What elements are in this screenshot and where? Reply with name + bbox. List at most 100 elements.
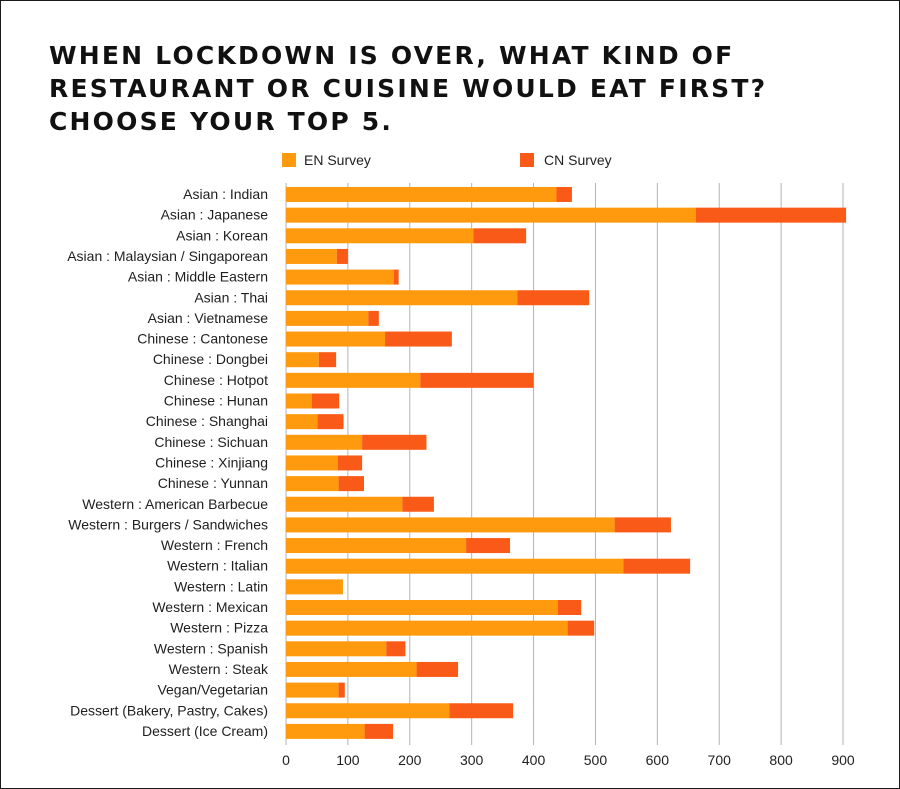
bar-cn-survey-dessert-bakery-pastry-cakes xyxy=(449,703,514,719)
bar-cn-survey-western-mexican xyxy=(557,600,582,615)
bar-cn-survey-chinese-cantonese xyxy=(385,331,452,347)
bar-en-survey-asian-korean xyxy=(286,228,474,244)
category-label-asian-vietnamese: Asian : Vietnamese xyxy=(148,310,269,326)
category-label-western-latin: Western : Latin xyxy=(174,578,268,594)
bar-cn-survey-asian-korean xyxy=(473,228,527,244)
category-label-chinese-shanghai: Chinese : Shanghai xyxy=(146,413,268,429)
bar-en-survey-western-pizza xyxy=(286,620,568,636)
bar-cn-survey-chinese-dongbei xyxy=(318,352,337,368)
legend-swatch-cn-survey xyxy=(520,153,534,167)
bar-cn-survey-chinese-hotpot xyxy=(420,372,534,388)
bar-en-survey-western-spanish xyxy=(286,641,387,657)
category-label-western-burgers-sandwiches: Western : Burgers / Sandwiches xyxy=(68,516,268,532)
category-label-western-french: Western : French xyxy=(161,537,268,553)
category-labels: Asian : Indian Asian : Japanese Asian : Ko… xyxy=(67,186,269,739)
bar-en-survey-chinese-yunnan xyxy=(286,476,339,492)
x-tick-label-0: 0 xyxy=(282,752,290,768)
category-label-asian-malaysian-singaporean: Asian : Malaysian / Singaporean xyxy=(67,248,268,264)
x-axis-tick-labels: 0 100 200 300 400 500 600 700 800 900 xyxy=(282,752,855,768)
category-label-western-mexican: Western : Mexican xyxy=(152,599,268,615)
bar-en-survey-dessert-bakery-pastry-cakes xyxy=(286,703,450,719)
bar-cn-survey-western-spanish xyxy=(386,641,406,657)
bar-cn-survey-asian-indian xyxy=(556,187,572,202)
bar-en-survey-western-latin xyxy=(286,579,343,595)
bar-cn-survey-western-italian xyxy=(623,558,691,574)
chart-title-line-1: WHEN LOCKDOWN IS OVER, WHAT KIND OF xyxy=(49,41,735,70)
category-label-chinese-sichuan: Chinese : Sichuan xyxy=(154,434,268,450)
category-label-asian-thai: Asian : Thai xyxy=(194,289,268,305)
bar-en-survey-western-american-barbecue xyxy=(286,496,403,512)
bar-cn-survey-western-steak xyxy=(416,661,459,677)
bar-en-survey-chinese-hunan xyxy=(286,393,312,409)
bar-en-survey-asian-malaysian-singaporean xyxy=(286,248,337,264)
x-tick-label-400: 400 xyxy=(522,752,546,768)
bar-cn-survey-asian-thai xyxy=(517,290,590,306)
bar-cn-survey-western-french xyxy=(466,538,511,554)
legend-swatch-en-survey xyxy=(282,153,296,167)
bar-cn-survey-chinese-xinjiang xyxy=(337,455,363,471)
bar-en-survey-asian-japanese xyxy=(286,207,696,223)
bar-en-survey-chinese-dongbei xyxy=(286,352,319,368)
bar-en-survey-western-italian xyxy=(286,558,624,574)
category-label-western-pizza: Western : Pizza xyxy=(170,620,268,636)
bar-cn-survey-dessert-ice-cream xyxy=(364,723,394,739)
legend-label-cn-survey: CN Survey xyxy=(544,152,612,168)
bar-en-survey-asian-middle-eastern xyxy=(286,269,394,285)
bar-en-survey-chinese-hotpot xyxy=(286,372,421,388)
category-label-western-italian: Western : Italian xyxy=(167,558,268,574)
category-label-asian-japanese: Asian : Japanese xyxy=(161,207,269,223)
category-label-dessert-bakery-pastry-cakes: Dessert (Bakery, Pastry, Cakes) xyxy=(70,702,268,718)
gridlines xyxy=(285,183,844,745)
bar-cn-survey-western-pizza xyxy=(567,620,595,636)
chart-title: WHEN LOCKDOWN IS OVER, WHAT KIND OF REST… xyxy=(49,39,849,138)
category-label-western-american-barbecue: Western : American Barbecue xyxy=(82,496,268,512)
category-label-asian-korean: Asian : Korean xyxy=(176,227,268,243)
x-tick-label-300: 300 xyxy=(460,752,484,768)
bar-en-survey-vegan-vegetarian xyxy=(286,682,339,698)
bar-cn-survey-asian-malaysian-singaporean xyxy=(336,248,348,264)
category-label-chinese-dongbei: Chinese : Dongbei xyxy=(153,351,268,367)
bar-en-survey-asian-thai xyxy=(286,290,518,306)
bar-cn-survey-asian-japanese xyxy=(695,207,847,223)
legend: EN Survey CN Survey xyxy=(282,152,612,168)
x-tick-label-100: 100 xyxy=(336,752,360,768)
bar-cn-survey-chinese-yunnan xyxy=(338,476,364,492)
bar-cn-survey-western-american-barbecue xyxy=(402,496,434,512)
legend-label-en-survey: EN Survey xyxy=(304,152,371,168)
bar-en-survey-chinese-xinjiang xyxy=(286,455,338,471)
category-label-dessert-ice-cream: Dessert (Ice Cream) xyxy=(142,723,268,739)
bar-cn-survey-vegan-vegetarian xyxy=(338,682,345,698)
category-label-western-spanish: Western : Spanish xyxy=(154,640,268,656)
bar-en-survey-chinese-shanghai xyxy=(286,414,318,430)
category-label-chinese-hunan: Chinese : Hunan xyxy=(164,393,268,409)
bar-cn-survey-asian-middle-eastern xyxy=(393,269,399,285)
bar-en-survey-asian-indian xyxy=(286,187,557,202)
bar-en-survey-western-mexican xyxy=(286,600,558,615)
chart-title-line-3: CHOOSE YOUR TOP 5. xyxy=(49,107,394,136)
chart-title-line-2: RESTAURANT OR CUISINE WOULD EAT FIRST? xyxy=(49,74,768,103)
x-tick-label-700: 700 xyxy=(708,752,732,768)
category-label-chinese-yunnan: Chinese : Yunnan xyxy=(158,475,268,491)
category-label-chinese-hotpot: Chinese : Hotpot xyxy=(164,372,268,388)
bar-en-survey-asian-vietnamese xyxy=(286,310,369,326)
x-tick-label-600: 600 xyxy=(646,752,670,768)
bar-cn-survey-asian-vietnamese xyxy=(368,310,379,326)
x-tick-label-200: 200 xyxy=(398,752,422,768)
bar-en-survey-chinese-sichuan xyxy=(286,434,363,450)
bar-cn-survey-chinese-shanghai xyxy=(317,414,344,430)
bar-en-survey-western-steak xyxy=(286,661,417,677)
bars xyxy=(286,187,847,739)
category-label-vegan-vegetarian: Vegan/Vegetarian xyxy=(157,682,268,698)
bar-en-survey-dessert-ice-cream xyxy=(286,723,365,739)
bar-en-survey-western-french xyxy=(286,538,467,554)
bar-cn-survey-chinese-hunan xyxy=(311,393,340,409)
bar-en-survey-western-burgers-sandwiches xyxy=(286,517,615,533)
category-label-asian-indian: Asian : Indian xyxy=(183,186,268,202)
category-label-chinese-cantonese: Chinese : Cantonese xyxy=(137,331,268,347)
category-label-western-steak: Western : Steak xyxy=(169,661,269,677)
category-label-chinese-xinjiang: Chinese : Xinjiang xyxy=(155,454,268,470)
bar-cn-survey-western-burgers-sandwiches xyxy=(614,517,671,533)
x-tick-label-900: 900 xyxy=(831,752,855,768)
